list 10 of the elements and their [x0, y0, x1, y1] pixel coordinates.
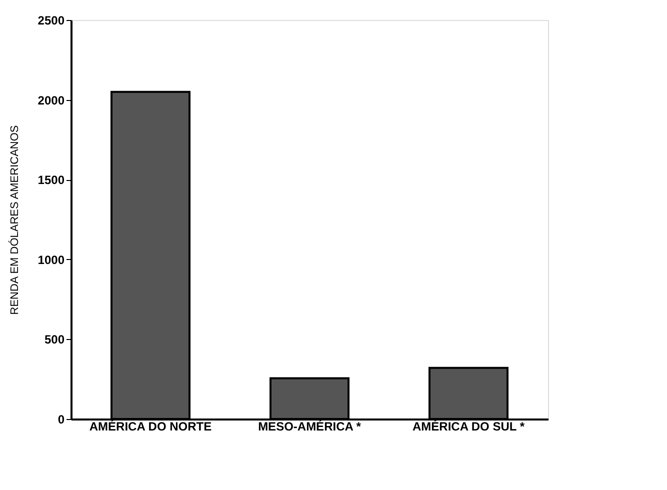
- y-axis-title: RENDA EM DÓLARES AMERICANOS: [8, 125, 21, 315]
- y-tick-label: 2500: [38, 14, 65, 28]
- y-tick-label: 2000: [38, 93, 65, 108]
- x-tick-label: AMÉRICA DO NORTE: [89, 420, 212, 434]
- y-tick-label: 1000: [38, 252, 65, 267]
- y-tick-label: 0: [58, 412, 65, 426]
- x-tick-label: MESO-AMÉRICA *: [258, 420, 362, 434]
- x-tick-label: AMÉRICA DO SUL *: [412, 420, 525, 434]
- y-tick-label: 1500: [38, 173, 65, 188]
- y-tick-label: 500: [44, 332, 65, 347]
